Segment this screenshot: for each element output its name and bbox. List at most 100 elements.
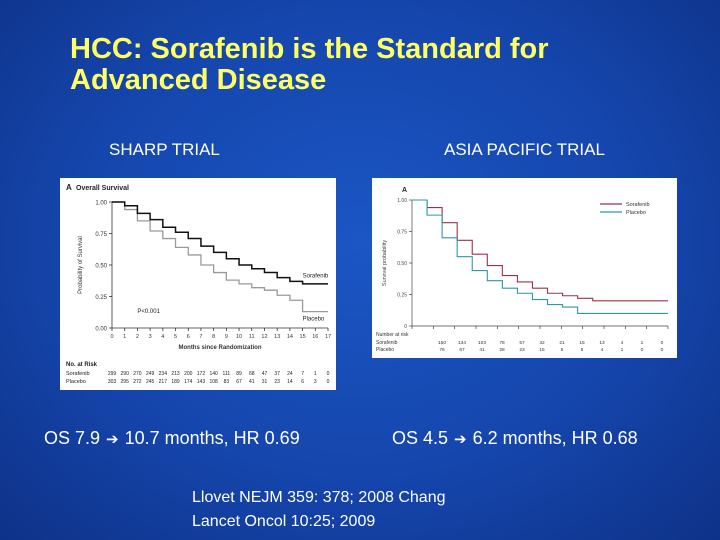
x-tick-label: 7 (199, 334, 202, 340)
asia-os-before: OS 4.5 (392, 428, 449, 448)
legend-label-sorafenib: Sorafenib (626, 202, 650, 208)
risk-value: 23 (519, 347, 525, 353)
risk-value: 134 (458, 340, 466, 346)
risk-value: 0 (327, 371, 330, 377)
y-tick-label: 0.00 (95, 327, 107, 333)
sharp-os-after: 10.7 months, HR 0.69 (124, 428, 300, 448)
risk-value: 108 (209, 379, 218, 385)
series-line-placebo (412, 199, 668, 314)
x-tick-label: 14 (287, 334, 293, 340)
risk-value: 89 (236, 371, 242, 377)
y-axis-label: Probability of Survival (78, 236, 84, 294)
risk-value: 21 (559, 340, 565, 346)
risk-value: 24 (287, 371, 293, 377)
panel-letter: A (66, 183, 72, 192)
risk-value: 0 (661, 347, 664, 353)
risk-value: 1 (621, 347, 624, 353)
risk-value: 4 (601, 347, 604, 353)
x-tick-label: 0 (110, 334, 113, 340)
panel-letter: A (402, 187, 407, 194)
risk-value: 41 (249, 379, 255, 385)
y-tick-label: 1.00 (397, 198, 407, 204)
risk-value: 32 (539, 340, 545, 346)
risk-table-header: No. at Risk (66, 362, 98, 368)
arrow-right-icon: ➔ (454, 431, 467, 448)
risk-value: 67 (236, 379, 242, 385)
risk-value: 103 (478, 340, 486, 346)
x-tick-label: 11 (249, 334, 255, 340)
risk-value: 41 (479, 347, 485, 353)
risk-value: 5 (581, 347, 584, 353)
risk-value: 143 (197, 379, 206, 385)
x-tick-label: 13 (274, 334, 280, 340)
risk-value: 4 (621, 340, 624, 346)
risk-value: 172 (197, 371, 206, 377)
citation-line-2: Lancet Oncol 10:25; 2009 (192, 513, 376, 530)
p-value-annotation: P<0.001 (137, 309, 160, 315)
risk-row-label: Placebo (376, 347, 394, 353)
asia-pacific-trial-label: ASIA PACIFIC TRIAL (444, 140, 605, 159)
risk-value: 37 (274, 371, 280, 377)
risk-row-label: Placebo (66, 379, 86, 385)
series-line-sorafenib (112, 201, 328, 285)
risk-value: 0 (641, 347, 644, 353)
x-tick-label: 8 (212, 334, 215, 340)
risk-row-label: Sorafenib (66, 371, 90, 377)
risk-value: 67 (459, 347, 465, 353)
risk-value: 290 (121, 371, 130, 377)
x-tick-label: 6 (187, 334, 190, 340)
risk-value: 189 (171, 379, 180, 385)
risk-value: 15 (579, 340, 585, 346)
sharp-chart-panel: A Overall Survival 0.00 0.25 0.50 0.75 1.00 0 1 2… (60, 178, 336, 390)
x-tick-label: 3 (149, 334, 152, 340)
asia-os-after: 6.2 months, HR 0.68 (472, 428, 638, 448)
x-tick-label: 1 (123, 334, 126, 340)
x-tick-label: 4 (161, 334, 164, 340)
x-tick-label: 10 (236, 334, 242, 340)
risk-value: 140 (209, 371, 218, 377)
risk-value: 47 (262, 371, 268, 377)
risk-value: 174 (184, 379, 193, 385)
risk-value: 217 (159, 379, 168, 385)
y-tick-label: 0.50 (397, 261, 407, 267)
risk-value: 57 (519, 340, 525, 346)
title-line-1: HCC: Sorafenib is the Standard for (70, 33, 549, 65)
asia-os-result: OS 4.5 ➔ 6.2 months, HR 0.68 (392, 428, 638, 449)
series-line-sorafenib (412, 199, 668, 302)
risk-value: 7 (301, 371, 304, 377)
citation-line-1: Llovet NEJM 359: 378; 2008 Chang (192, 489, 446, 506)
series-label-placebo: Placebo (303, 317, 325, 323)
x-tick-label: 9 (225, 334, 228, 340)
risk-value: 295 (121, 379, 130, 385)
risk-value: 213 (171, 371, 180, 377)
x-axis-label: Months since Randomization (178, 345, 261, 351)
sharp-os-result: OS 7.9 ➔ 10.7 months, HR 0.69 (44, 428, 300, 449)
risk-value: 272 (133, 379, 142, 385)
x-tick-label: 16 (312, 334, 318, 340)
asia-pacific-survival-chart: A 0 0.25 0.50 0.75 1.00 Survival probability So… (376, 187, 669, 353)
y-tick-label: 0.50 (95, 264, 107, 270)
y-tick-label: 0.75 (397, 230, 407, 236)
y-tick-label: 1.00 (95, 201, 107, 207)
risk-value: 3 (314, 379, 317, 385)
risk-value: 13 (599, 340, 605, 346)
sharp-trial-label: SHARP TRIAL (109, 140, 220, 159)
x-tick-label: 15 (300, 334, 306, 340)
risk-value: 245 (146, 379, 155, 385)
risk-value: 5 (561, 347, 564, 353)
risk-value: 6 (301, 379, 304, 385)
y-axis-label: Survival probability (382, 240, 388, 286)
x-tick-label: 5 (174, 334, 177, 340)
risk-value: 0 (327, 379, 330, 385)
y-tick-label: 0.25 (397, 293, 407, 299)
risk-value: 0 (661, 340, 664, 346)
risk-value: 78 (499, 340, 505, 346)
chart-title: Overall Survival (76, 185, 129, 192)
risk-table-header: Number at risk (376, 332, 409, 338)
title-line-2: Advanced Disease (70, 64, 327, 96)
sharp-os-before: OS 7.9 (44, 428, 101, 448)
risk-value: 1 (641, 340, 644, 346)
arrow-right-icon: ➔ (106, 431, 119, 448)
risk-value: 200 (184, 371, 193, 377)
